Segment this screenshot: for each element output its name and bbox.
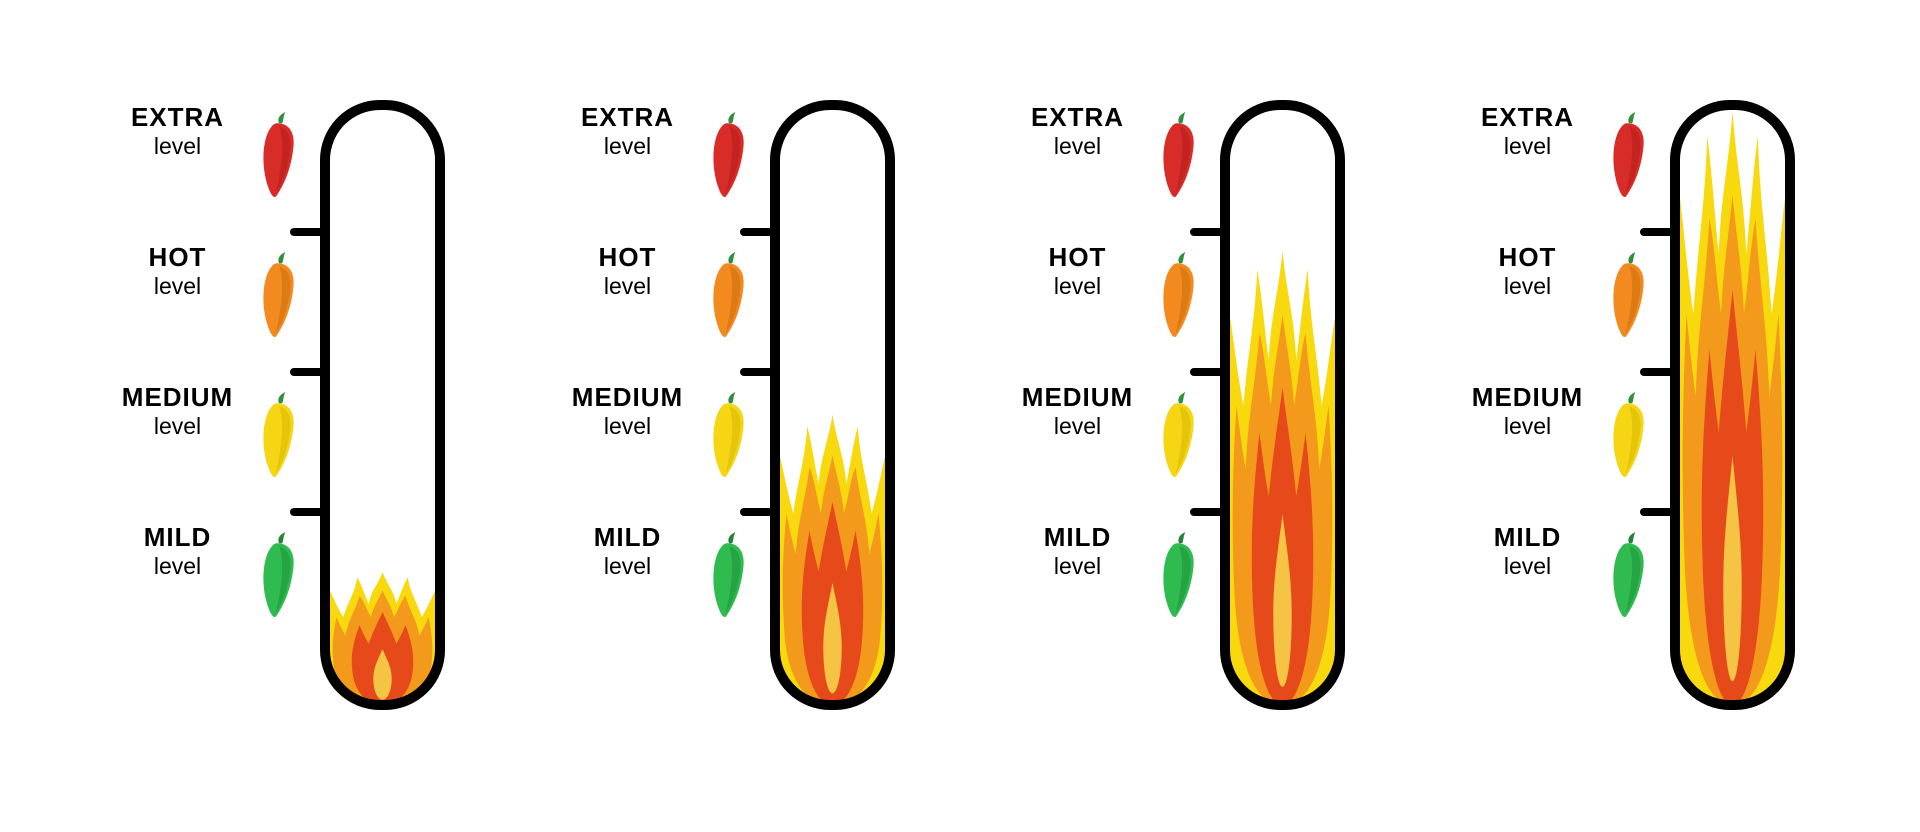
- level-label-extra: EXTRAlevel: [1005, 102, 1150, 160]
- level-label-hot: HOTlevel: [1455, 242, 1600, 300]
- level-label-medium: MEDIUMlevel: [1455, 382, 1600, 440]
- mild-gauge: EXTRAlevelHOTlevelMEDIUMlevelMILDlevel: [105, 100, 465, 730]
- level-sub: level: [105, 553, 250, 580]
- level-label-mild: MILDlevel: [1455, 522, 1600, 580]
- level-label-hot: HOTlevel: [105, 242, 250, 300]
- level-sub: level: [1455, 273, 1600, 300]
- level-label-hot: HOTlevel: [1005, 242, 1150, 300]
- level-name: HOT: [1455, 242, 1600, 273]
- level-sub: level: [1005, 553, 1150, 580]
- level-name: MEDIUM: [555, 382, 700, 413]
- level-label-extra: EXTRAlevel: [1455, 102, 1600, 160]
- level-sub: level: [555, 273, 700, 300]
- level-sub: level: [105, 273, 250, 300]
- level-name: EXTRA: [1455, 102, 1600, 133]
- level-sub: level: [1005, 133, 1150, 160]
- level-name: EXTRA: [105, 102, 250, 133]
- level-name: MILD: [555, 522, 700, 553]
- level-sub: level: [105, 133, 250, 160]
- extra-gauge: EXTRAlevelHOTlevelMEDIUMlevelMILDlevel: [1455, 100, 1815, 730]
- level-name: MEDIUM: [1455, 382, 1600, 413]
- level-sub: level: [555, 413, 700, 440]
- level-label-medium: MEDIUMlevel: [1005, 382, 1150, 440]
- level-sub: level: [1455, 133, 1600, 160]
- hot-gauge: EXTRAlevelHOTlevelMEDIUMlevelMILDlevel: [1005, 100, 1365, 730]
- level-name: EXTRA: [555, 102, 700, 133]
- level-sub: level: [105, 413, 250, 440]
- level-name: MEDIUM: [1005, 382, 1150, 413]
- level-name: MILD: [1005, 522, 1150, 553]
- level-name: EXTRA: [1005, 102, 1150, 133]
- level-name: HOT: [555, 242, 700, 273]
- level-label-extra: EXTRAlevel: [555, 102, 700, 160]
- level-sub: level: [1005, 273, 1150, 300]
- level-name: MILD: [1455, 522, 1600, 553]
- level-name: MEDIUM: [105, 382, 250, 413]
- level-sub: level: [555, 133, 700, 160]
- level-name: HOT: [1005, 242, 1150, 273]
- level-label-medium: MEDIUMlevel: [555, 382, 700, 440]
- level-label-extra: EXTRAlevel: [105, 102, 250, 160]
- level-sub: level: [1005, 413, 1150, 440]
- level-label-hot: HOTlevel: [555, 242, 700, 300]
- level-label-medium: MEDIUMlevel: [105, 382, 250, 440]
- level-sub: level: [1455, 553, 1600, 580]
- medium-gauge: EXTRAlevelHOTlevelMEDIUMlevelMILDlevel: [555, 100, 915, 730]
- level-label-mild: MILDlevel: [1005, 522, 1150, 580]
- level-label-mild: MILDlevel: [555, 522, 700, 580]
- level-sub: level: [1455, 413, 1600, 440]
- level-name: MILD: [105, 522, 250, 553]
- level-label-mild: MILDlevel: [105, 522, 250, 580]
- level-sub: level: [555, 553, 700, 580]
- level-name: HOT: [105, 242, 250, 273]
